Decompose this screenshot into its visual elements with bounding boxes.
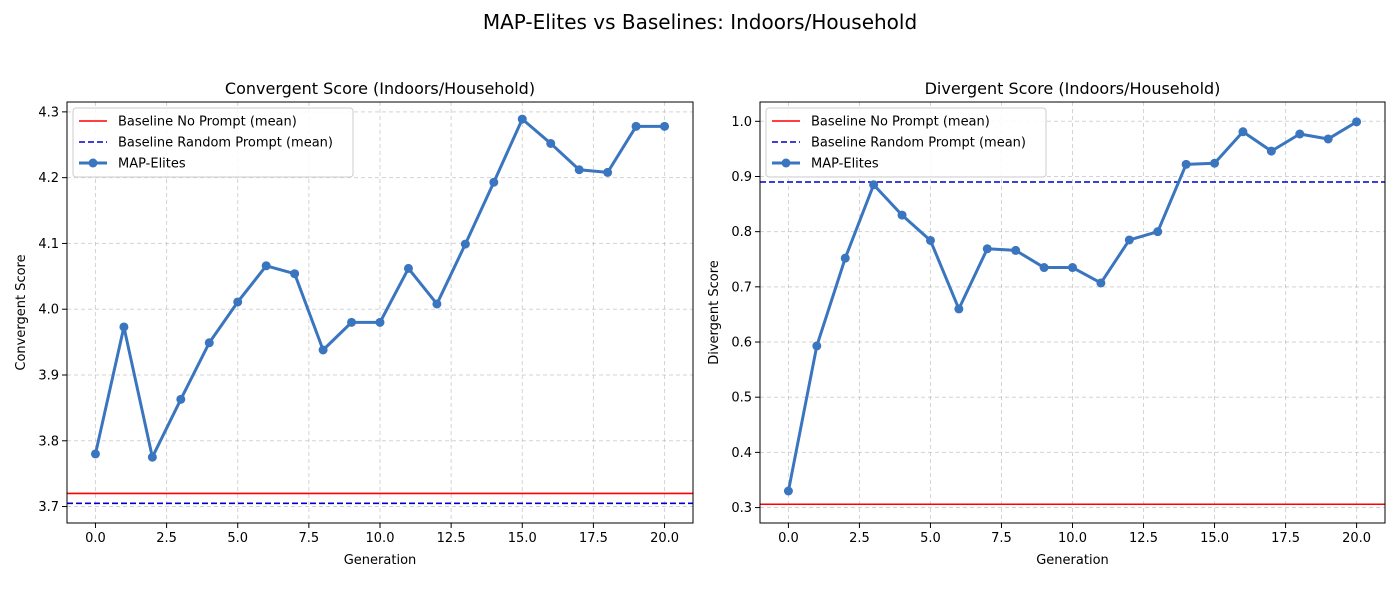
chart-0-x-tick-label-3: 7.5	[299, 531, 320, 546]
chart-1-legend-label-2: MAP-Elites	[811, 157, 879, 172]
chart-0-data-point-5	[233, 297, 243, 307]
chart-0-data-point-15	[517, 114, 527, 124]
chart-1-data-point-2	[840, 253, 850, 263]
chart-0-data-point-13	[460, 239, 470, 249]
chart-1-y-tick-label-7: 1.0	[731, 115, 752, 130]
chart-0-data-point-17	[574, 165, 584, 175]
chart-1-x-tick-label-7: 17.5	[1271, 531, 1300, 546]
chart-1-data-point-13	[1153, 227, 1163, 237]
chart-0-legend-box	[72, 107, 354, 178]
chart-0-data-point-8	[318, 345, 328, 355]
chart-0-data-point-16	[546, 138, 556, 148]
chart-1-y-tick-label-0: 0.3	[731, 501, 752, 516]
chart-1-x-tick-label-6: 15.0	[1200, 531, 1229, 546]
chart-1-x-tick-label-8: 20.0	[1342, 531, 1371, 546]
chart-1-data-point-1	[812, 341, 822, 351]
chart-0-data-point-20	[660, 121, 670, 131]
chart-1-data-point-19	[1323, 134, 1333, 144]
figure-suptitle: MAP-Elites vs Baselines: Indoors/Househo…	[483, 10, 917, 34]
chart-0-data-point-3	[176, 394, 186, 404]
chart-0-x-tick-label-6: 15.0	[508, 531, 537, 546]
chart-0-legend: Baseline No Prompt (mean) Baseline Random…	[72, 107, 354, 178]
chart-1-legend-box	[765, 107, 1047, 178]
chart-1-data-point-7	[982, 244, 992, 254]
chart-0-y-tick-label-0: 3.7	[38, 500, 59, 515]
chart-1-legend-marker-2	[781, 158, 791, 168]
chart-0-y-tick-label-4: 4.1	[38, 237, 59, 252]
chart-1-x-axis-label: Generation	[1036, 553, 1109, 568]
chart-0-x-axis-label: Generation	[344, 553, 417, 568]
chart-1-y-tick-label-6: 0.9	[731, 170, 752, 185]
chart-1-data-point-0	[783, 486, 793, 496]
convergent-score-chart: 0.0 2.5 5.0 7.5 10.0 12.5 15.0 17.5 20.0 3.7 3.8 3.…	[14, 79, 694, 568]
chart-1-legend-label-1: Baseline Random Prompt (mean)	[811, 136, 1026, 151]
chart-1-data-point-16	[1238, 127, 1248, 137]
chart-0-y-tick-label-6: 4.3	[38, 105, 59, 120]
chart-1-y-tick-label-5: 0.8	[731, 225, 752, 240]
chart-1-data-point-8	[1011, 245, 1021, 255]
chart-0-data-point-0	[90, 449, 100, 459]
chart-1-x-tick-label-0: 0.0	[778, 531, 799, 546]
chart-0-title: Convergent Score (Indoors/Household)	[225, 79, 535, 98]
chart-0-data-point-11	[403, 263, 413, 273]
chart-0-x-tick-label-2: 5.0	[227, 531, 248, 546]
chart-1-data-point-11	[1096, 278, 1106, 288]
chart-1-data-point-6	[954, 304, 964, 314]
chart-0-x-tick-label-1: 2.5	[156, 531, 177, 546]
chart-1-x-tick-label-2: 5.0	[920, 531, 941, 546]
chart-1-data-point-5	[925, 235, 935, 245]
chart-1-y-tick-label-2: 0.5	[731, 391, 752, 406]
chart-0-legend-label-2: MAP-Elites	[118, 157, 186, 172]
chart-0-x-tick-label-5: 12.5	[437, 531, 466, 546]
chart-0-data-point-18	[603, 167, 613, 177]
chart-0-y-tick-label-1: 3.8	[38, 434, 59, 449]
chart-1-y-tick-label-3: 0.6	[731, 336, 752, 351]
chart-0-data-point-7	[290, 269, 300, 279]
chart-0-legend-marker-2	[88, 158, 98, 168]
chart-1-data-point-4	[897, 210, 907, 220]
chart-0-x-tick-label-7: 17.5	[579, 531, 608, 546]
chart-0-y-tick-label-2: 3.9	[38, 368, 59, 383]
chart-1-data-point-12	[1124, 235, 1134, 245]
chart-1-y-tick-label-4: 0.7	[731, 280, 752, 295]
chart-1-data-point-17	[1266, 146, 1276, 156]
chart-1-data-point-20	[1352, 117, 1362, 127]
chart-1-data-point-15	[1210, 158, 1220, 168]
chart-0-data-point-12	[432, 299, 442, 309]
chart-0-x-tick-label-8: 20.0	[650, 531, 679, 546]
chart-1-title: Divergent Score (Indoors/Household)	[925, 79, 1221, 98]
chart-0-x-tick-label-4: 10.0	[366, 531, 395, 546]
chart-0-data-point-2	[147, 452, 157, 462]
chart-1-x-tick-label-3: 7.5	[991, 531, 1012, 546]
chart-1-x-tick-label-5: 12.5	[1129, 531, 1158, 546]
chart-0-data-point-19	[631, 121, 641, 131]
chart-1-x-tick-label-1: 2.5	[849, 531, 870, 546]
chart-0-data-point-10	[375, 317, 385, 327]
chart-1-data-point-14	[1181, 159, 1191, 169]
chart-1-legend-label-0: Baseline No Prompt (mean)	[811, 115, 990, 130]
divergent-score-chart: 0.0 2.5 5.0 7.5 10.0 12.5 15.0 17.5 20.0 0.3 0.4 0.…	[707, 79, 1386, 568]
chart-1-y-axis-label: Divergent Score	[707, 260, 722, 365]
chart-1-data-point-9	[1039, 263, 1049, 273]
chart-0-data-point-4	[204, 338, 214, 348]
chart-1-data-point-3	[869, 180, 879, 190]
chart-1-x-tick-label-4: 10.0	[1058, 531, 1087, 546]
chart-0-x-tick-label-0: 0.0	[85, 531, 106, 546]
chart-0-legend-label-1: Baseline Random Prompt (mean)	[118, 136, 333, 151]
chart-0-legend-label-0: Baseline No Prompt (mean)	[118, 115, 297, 130]
chart-0-data-point-6	[261, 261, 271, 271]
chart-1-legend: Baseline No Prompt (mean) Baseline Random…	[765, 107, 1047, 178]
chart-0-data-point-9	[347, 317, 357, 327]
chart-0-y-axis-label: Convergent Score	[14, 254, 29, 370]
chart-1-data-point-18	[1295, 129, 1305, 139]
chart-0-y-tick-label-5: 4.2	[38, 171, 59, 186]
chart-1-y-tick-label-1: 0.4	[731, 446, 752, 461]
chart-0-data-point-14	[489, 177, 499, 187]
chart-0-data-point-1	[119, 322, 129, 332]
chart-1-data-point-10	[1068, 263, 1077, 273]
chart-0-y-tick-label-3: 4.0	[38, 303, 59, 318]
